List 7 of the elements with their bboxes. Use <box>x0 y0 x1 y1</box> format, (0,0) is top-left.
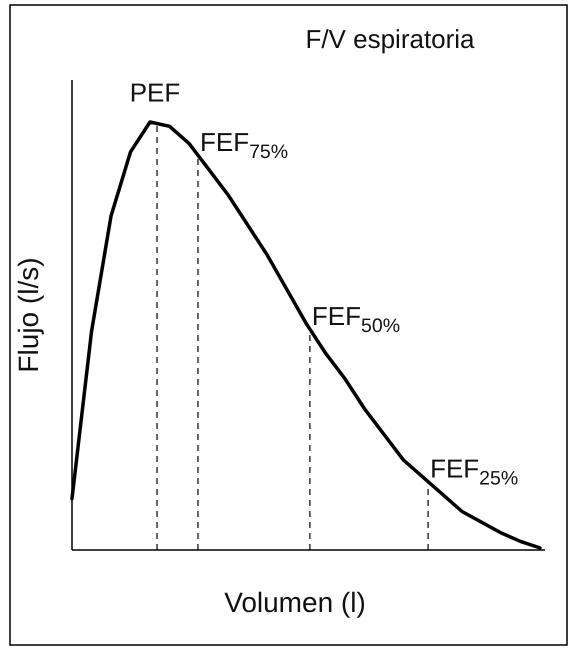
annotation: FEF$_{75%}$ <box>200 127 288 164</box>
text: PEF <box>130 78 180 108</box>
x-axis-title: Volumen (l) <box>224 587 366 618</box>
chart-title: F/V espiratoria <box>305 24 476 54</box>
annotation: FEF$_{25%}$ <box>430 454 518 490</box>
annotation: FEF$_{50%}$ <box>312 301 400 338</box>
y-axis-title: Flujo (l/s) <box>13 257 44 373</box>
